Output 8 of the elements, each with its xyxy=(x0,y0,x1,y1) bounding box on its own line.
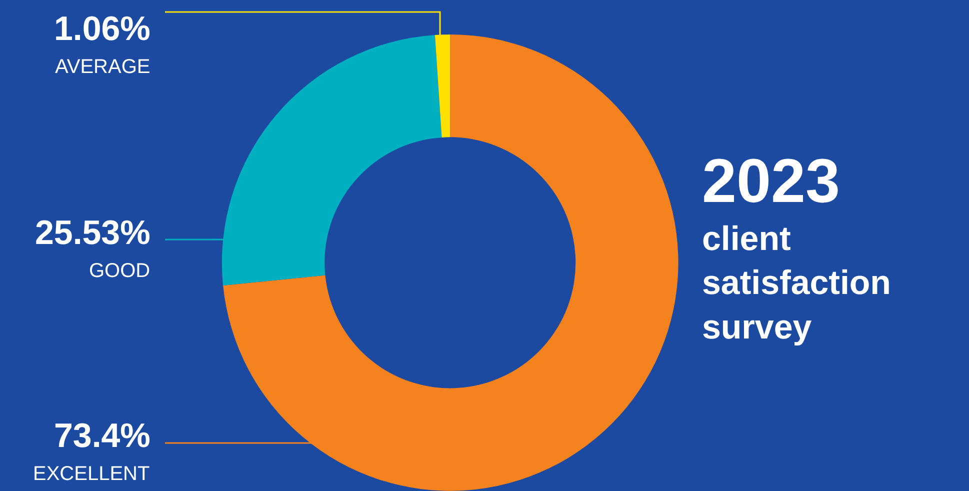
data-label: 1.06% xyxy=(54,10,150,48)
text: 2023 xyxy=(702,147,840,216)
data-label: 73.4% xyxy=(54,417,150,455)
slice-label: GOOD xyxy=(89,260,150,282)
slice-label: AVERAGE xyxy=(55,56,150,78)
data-label: 25.53% xyxy=(35,214,150,252)
slice-label: EXCELLENT xyxy=(33,463,150,485)
text: client satisfaction survey xyxy=(702,220,891,346)
